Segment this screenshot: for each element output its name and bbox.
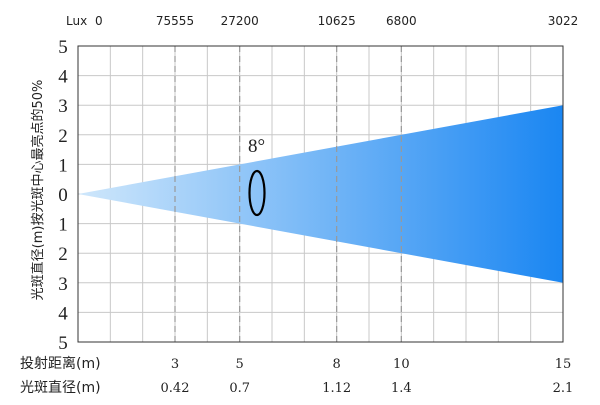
diameter-value: 0.42 — [161, 381, 190, 396]
distance-values: 3 5 8 10 15 — [171, 357, 571, 372]
lux-value: 3022 — [548, 14, 579, 28]
distance-row-label: 投射距离(m) — [20, 355, 101, 372]
y-tick-label: 4 — [58, 303, 68, 324]
y-tick-label: 2 — [58, 244, 68, 265]
distance-value: 15 — [555, 357, 572, 372]
beam-angle-label: 8° — [248, 136, 265, 157]
y-tick-label: 0 — [58, 185, 68, 206]
y-tick-label: 1 — [58, 155, 68, 176]
beam-ellipse-marker — [248, 169, 266, 217]
lux-value: 6800 — [386, 14, 417, 28]
diameter-value: 1.12 — [322, 381, 351, 396]
diameter-value: 2.1 — [553, 381, 574, 396]
y-tick-label: 5 — [58, 333, 68, 354]
y-tick-label: 1 — [58, 215, 68, 236]
y-axis-label: 光斑直径(m)按光斑中心最亮点的50% — [30, 80, 46, 301]
lux-values: 75555 27200 10625 6800 3022 — [156, 14, 578, 28]
lux-label: Lux — [66, 14, 87, 28]
beam-cone — [78, 105, 563, 283]
y-tick-label: 2 — [58, 126, 68, 147]
distance-value: 10 — [393, 357, 410, 372]
lux-value: 27200 — [221, 14, 259, 28]
y-tick-label: 4 — [58, 67, 68, 88]
diameter-row-label: 光斑直径(m) — [20, 379, 101, 396]
plot-frame — [77, 45, 564, 343]
distance-value: 8 — [333, 357, 341, 372]
lux-value: 75555 — [156, 14, 194, 28]
distance-value: 3 — [171, 357, 179, 372]
lux-value: 10625 — [318, 14, 356, 28]
y-tick-label: 3 — [58, 96, 68, 117]
diameter-value: 0.7 — [229, 381, 250, 396]
diameter-value: 1.4 — [391, 381, 412, 396]
y-tick-label: 5 — [58, 37, 68, 58]
diameter-values: 0.42 0.7 1.12 1.4 2.1 — [161, 381, 574, 396]
y-tick-labels: 5 4 3 2 1 0 1 2 3 4 5 — [58, 37, 68, 354]
distance-value: 5 — [236, 357, 244, 372]
lux-origin-value: 0 — [95, 14, 103, 28]
y-tick-label: 3 — [58, 274, 68, 295]
